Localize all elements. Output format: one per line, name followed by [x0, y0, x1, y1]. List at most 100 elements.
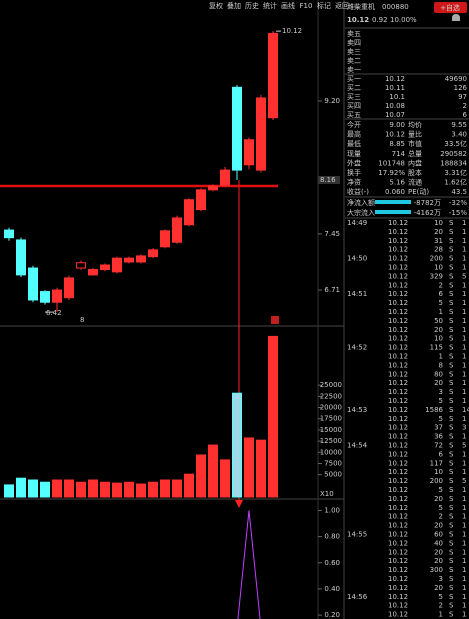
stat-value: 43.5 [451, 188, 467, 196]
trade-side: S [449, 255, 454, 263]
trade-price: 10.12 [388, 388, 408, 396]
candle-body [256, 97, 266, 171]
trade-count: 1 [462, 566, 466, 574]
candle-body [268, 32, 278, 119]
trade-count: 1 [462, 308, 466, 316]
trade-side: S [449, 326, 454, 334]
ma-label-box [318, 175, 340, 184]
trade-side: S [449, 468, 454, 476]
trade-count: 1 [462, 495, 466, 503]
max-label: 10.12 [282, 27, 302, 35]
candle-body [88, 269, 98, 276]
trade-price: 10.12 [388, 281, 408, 289]
trade-side: S [449, 246, 454, 254]
candle-body [40, 291, 50, 303]
trade-count: 1 [462, 459, 466, 467]
ma-label: 8.16 [320, 176, 336, 184]
trade-count: 1 [462, 531, 466, 539]
trade-count: 1 [462, 379, 466, 387]
trade-count: 1 [462, 246, 466, 254]
y-tick-label: 0.40 [324, 585, 340, 593]
volume-bar [16, 477, 26, 498]
trade-side: S [449, 566, 454, 574]
trade-time: 14:54 [347, 442, 368, 450]
trade-count: 1 [462, 522, 466, 530]
toolbar-button[interactable]: 画线 [281, 1, 295, 10]
toolbar-button[interactable]: 叠加 [227, 1, 241, 10]
stat-value: 188834 [440, 159, 467, 167]
trade-side: S [449, 575, 454, 583]
candle-body [16, 239, 26, 276]
trade-count: 1 [462, 593, 466, 601]
toolbar-button[interactable]: 统计 [263, 1, 277, 10]
volume-bar [124, 481, 134, 498]
trade-price: 10.12 [388, 219, 408, 227]
trade-volume: 5 [439, 504, 443, 512]
bell-icon[interactable] [452, 14, 460, 21]
toolbar-button[interactable]: 标记 [317, 1, 331, 10]
trade-price: 10.12 [388, 379, 408, 387]
stat-value: 290582 [440, 150, 467, 158]
stat-value: 10.12 [385, 131, 405, 139]
trade-side: S [449, 219, 454, 227]
y-tick-label: 20000 [320, 404, 342, 412]
trade-count: 1 [462, 361, 466, 369]
trade-price: 10.12 [388, 442, 408, 450]
toolbar-button[interactable]: 返回 [335, 2, 349, 10]
trade-time: 14:51 [347, 290, 367, 298]
stat-value: 3.31亿 [444, 168, 467, 177]
trade-price: 10.12 [388, 504, 408, 512]
annotation: 8 [80, 316, 84, 324]
trade-count: 3 [462, 424, 466, 432]
add-button[interactable] [434, 2, 467, 13]
trade-time: 14:50 [347, 255, 367, 263]
toolbar-button[interactable]: 复权 [209, 1, 223, 10]
trade-count: 1 [462, 264, 466, 272]
candle-body [184, 199, 194, 226]
buy-volume: 97 [458, 93, 467, 101]
trade-price: 10.12 [388, 531, 408, 539]
stat-value: 3.40 [451, 131, 467, 139]
flow-label: 净流入额 [347, 198, 375, 207]
trade-price: 10.12 [388, 326, 408, 334]
trade-side: S [449, 335, 454, 343]
price: 10.12 [347, 16, 369, 24]
trade-volume: 5 [439, 397, 443, 405]
trade-price: 10.12 [388, 575, 408, 583]
trade-volume: 5 [439, 415, 443, 423]
trade-side: S [449, 228, 454, 236]
volume-bar [232, 392, 242, 498]
stock-name: 潍柴重机 [347, 2, 375, 11]
trade-count: 1 [462, 219, 466, 227]
trade-count: 1 [462, 468, 466, 476]
stat-label: 总量 [408, 149, 422, 158]
trade-volume: 20 [434, 228, 443, 236]
volume-bar [136, 483, 146, 498]
trade-volume: 10 [434, 468, 443, 476]
trade-side: S [449, 344, 454, 352]
y-tick-label: 0.60 [324, 559, 340, 567]
buy-price: 10.08 [385, 102, 405, 110]
toolbar-button[interactable]: F10 [300, 2, 313, 10]
buy-label: 买五 [347, 111, 361, 119]
trade-side: S [449, 531, 454, 539]
trade-side: S [449, 450, 454, 458]
trade-volume: 20 [434, 557, 443, 565]
toolbar-button[interactable]: 历史 [245, 1, 259, 10]
trade-side: S [449, 593, 454, 601]
trade-volume: 2 [439, 513, 443, 521]
trade-volume: 80 [434, 370, 443, 378]
add-button-label[interactable]: +自选 [440, 3, 460, 12]
y-tick-label: 6.71 [324, 286, 340, 294]
trade-volume: 28 [434, 246, 443, 254]
stat-label: 量比 [408, 130, 422, 139]
change: 0.92 [372, 16, 388, 24]
volume-bar [76, 481, 86, 498]
trade-count: 1 [462, 344, 466, 352]
trade-volume: 6 [439, 290, 444, 298]
trade-side: S [449, 370, 454, 378]
trade-price: 10.12 [388, 611, 408, 619]
volume-bar [40, 481, 50, 498]
trade-side: S [449, 602, 454, 610]
trade-price: 10.12 [388, 344, 408, 352]
